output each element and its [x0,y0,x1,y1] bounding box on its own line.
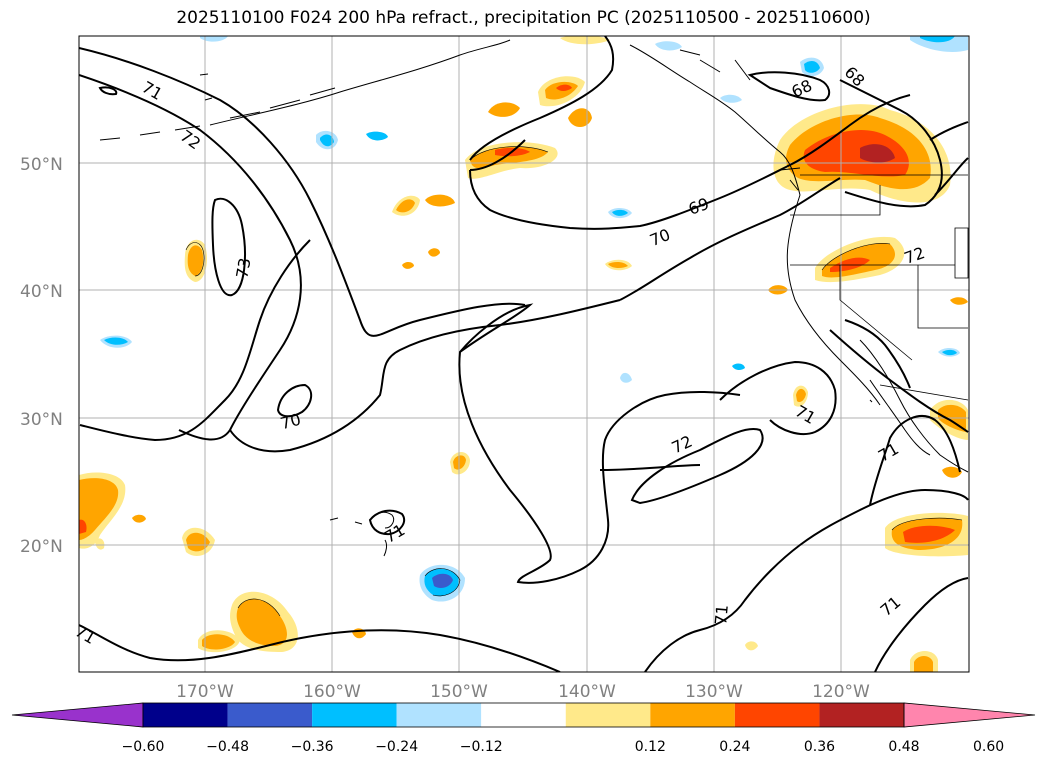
precip-positive-area [860,144,895,163]
precip-positive-area [428,248,440,257]
precip-negative-area [366,131,388,141]
precip-positive-area [903,525,955,543]
precip-positive-area [236,598,287,646]
precip-positive-area [942,466,962,478]
colorbar-label: 0.60 [973,739,1004,755]
colorbar-segment [565,703,651,727]
contour-label: 71 [711,604,732,626]
precip-negative-area [720,94,742,103]
colorbar-label: −0.60 [122,739,165,755]
precip-negative-area [804,60,820,73]
lat-label-40n: 40°N [20,282,63,302]
precip-positive-area [803,130,909,177]
precip-negative-area [432,573,453,588]
precip-negative-area [732,363,745,371]
colorbar-extend-high [903,702,1036,728]
precip-negative-area [942,349,957,356]
lon-label-150w: 150°W [430,682,488,702]
precip-positive-area [745,641,758,651]
latitude-labels: 50°N 40°N 30°N 20°N [20,155,63,557]
precip-positive-area [187,245,204,276]
precip-positive-area [79,519,87,534]
precip-positive-area [425,194,455,207]
colorbar-segment [734,703,820,727]
precip-positive-area [556,84,572,91]
colorbar-segment [312,703,397,727]
lat-label-50n: 50°N [20,155,63,175]
colorbar-label: 0.48 [888,739,919,755]
map-frame [78,35,970,673]
precip-negative-area [200,36,228,42]
contour-label: 73 [232,256,254,279]
contour-label: 70 [278,410,303,434]
colorbar-label: 0.12 [635,739,666,755]
lat-label-20n: 20°N [20,537,63,557]
colorbar-extend-low [11,702,144,728]
colorbar-segments [11,702,1036,728]
colorbar-labels: −0.60 −0.48 −0.36 −0.24 −0.12 0.12 0.24 0.36 0.4… [122,739,1005,755]
precip-negative-area [920,36,955,43]
precip-negative-area [655,41,682,51]
longitude-labels: 170°W 160°W 150°W 140°W 130°W 120°W [176,682,870,702]
colorbar-segment [819,703,904,727]
precip-positive-area [202,634,235,650]
precip-positive-area [796,388,806,403]
precip-positive-area [95,538,105,550]
precip-negative-area [320,134,334,147]
colorbar-frame [142,702,905,728]
colorbar-label: −0.36 [291,739,334,755]
political-borders [790,174,969,401]
lon-label-140w: 140°W [558,682,616,702]
precip-positive-area [608,261,628,269]
colorbar-segment [481,703,566,727]
precip-positive-area [950,297,968,305]
precip-negative-area [612,209,628,216]
lat-label-30n: 30°N [20,410,63,430]
graticule [79,36,969,672]
lon-label-170w: 170°W [176,682,234,702]
precip-positive-area [488,102,520,117]
colorbar-segment [650,703,735,727]
colorbar-segment [396,703,482,727]
map-title: 2025110100 F024 200 hPa refract., precip… [176,8,871,28]
colorbar-label: −0.12 [460,739,503,755]
colorbar-label: −0.24 [375,739,418,755]
precip-positive-area [914,656,933,672]
colorbar-segment [143,703,228,727]
precip-positive-area [79,478,119,540]
precip-positive-area [396,199,415,213]
precip-positive-area [568,108,592,127]
colorbar-label: 0.36 [804,739,835,755]
precip-negative-area [910,36,968,52]
precip-positive-area [186,532,210,552]
lon-label-120w: 120°W [812,682,870,702]
precip-negative-area [104,337,128,345]
colorbar-segment [227,703,313,727]
refractivity-contours [79,36,969,672]
lon-label-130w: 130°W [685,682,743,702]
precip-positive-area [402,262,414,269]
colorbar-label: −0.48 [206,739,249,755]
precip-negative-area [620,372,632,383]
precip-outlines [185,146,963,617]
precip-positive-area [560,36,610,45]
precip-positive-area [132,514,146,523]
lon-label-160w: 160°W [303,682,361,702]
colorbar-label: 0.24 [719,739,750,755]
